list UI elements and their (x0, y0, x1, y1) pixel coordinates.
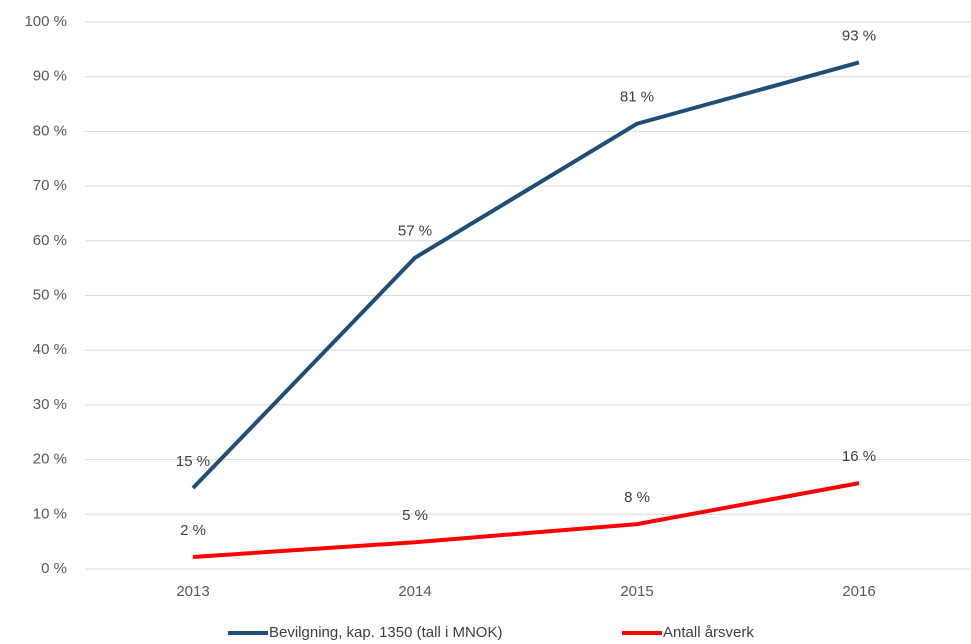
y-tick-label: 90 % (33, 68, 67, 85)
data-label: 93 % (842, 27, 876, 44)
x-tick-label: 2016 (842, 583, 875, 600)
y-tick-label: 10 % (33, 505, 67, 522)
y-tick-label: 40 % (33, 341, 67, 358)
series-line (191, 60, 860, 490)
y-tick-label: 20 % (33, 451, 67, 468)
x-tick-label: 2013 (176, 583, 209, 600)
legend-label: Bevilgning, kap. 1350 (tall i MNOK) (269, 624, 502, 641)
y-tick-label: 0 % (41, 560, 67, 577)
y-tick-label: 50 % (33, 286, 67, 303)
y-tick-label: 60 % (33, 232, 67, 249)
data-label: 15 % (176, 453, 210, 470)
data-label: 57 % (398, 223, 432, 240)
data-label: 2 % (180, 522, 206, 539)
x-tick-label: 2014 (398, 583, 431, 600)
y-tick-label: 100 % (24, 13, 67, 30)
data-label: 8 % (624, 489, 650, 506)
y-tick-label: 80 % (33, 122, 67, 139)
data-label: 16 % (842, 448, 876, 465)
data-label: 81 % (620, 89, 654, 106)
x-tick-label: 2015 (620, 583, 653, 600)
series-line (192, 481, 860, 559)
data-label: 5 % (402, 507, 428, 524)
legend-label: Antall årsverk (663, 624, 754, 641)
y-tick-label: 70 % (33, 177, 67, 194)
y-tick-label: 30 % (33, 396, 67, 413)
